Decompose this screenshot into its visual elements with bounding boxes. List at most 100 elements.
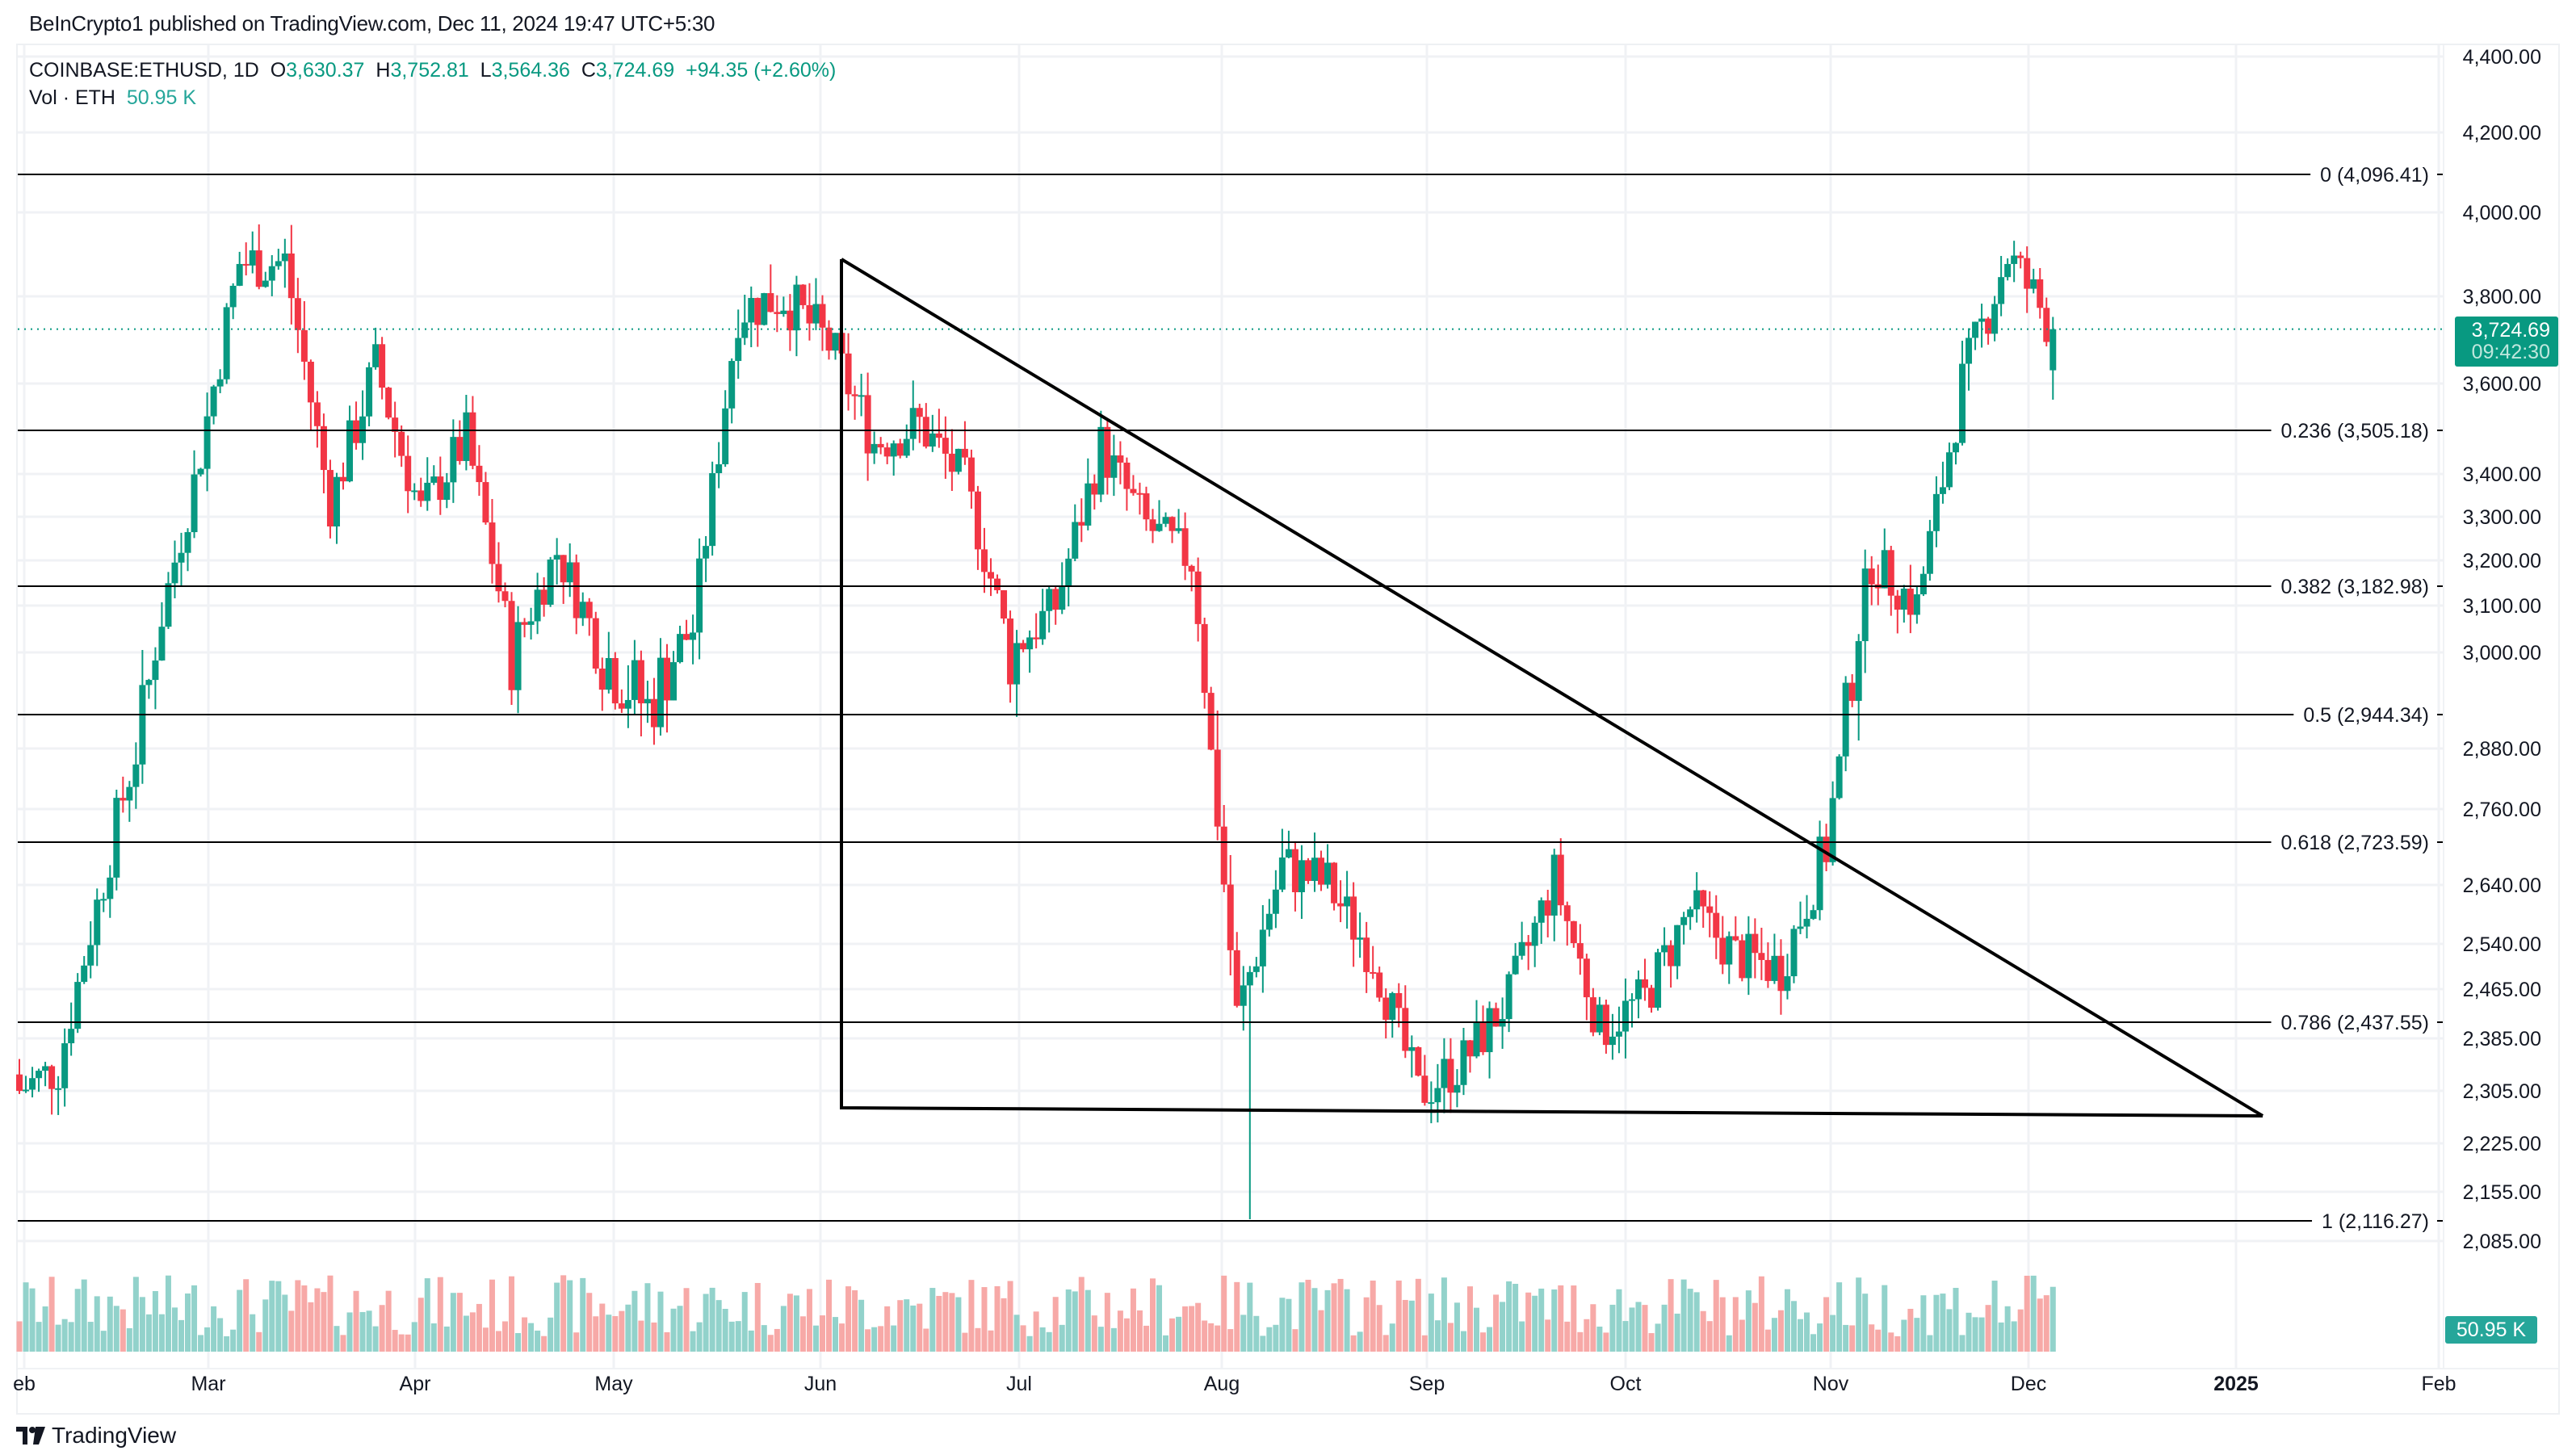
candle-body [637,660,644,704]
candle-body [767,293,774,312]
candle-body [307,361,314,403]
volume-bar [463,1315,469,1352]
candle-body [87,945,94,966]
volume-bar [243,1279,250,1352]
volume-bar [1104,1293,1110,1352]
price-axis-label: 2,640.00 [2463,874,2541,897]
candle-body [1486,1008,1493,1053]
price-axis-label: 4,400.00 [2463,46,2541,69]
volume-bar [1234,1281,1240,1352]
candle-body [287,253,295,299]
candle-body [1764,959,1772,981]
candle-body [922,417,929,447]
volume-bar [1487,1327,1493,1352]
candle-body [300,329,308,362]
volume-bar [171,1307,178,1352]
candle-body [858,395,865,397]
candle-body [29,1078,36,1090]
volume-bar [1616,1289,1622,1352]
volume-bar [1512,1284,1519,1352]
volume-label[interactable]: Vol · ETH [29,86,115,109]
volume-bar [385,1290,392,1352]
volume-bar [1480,1332,1487,1352]
volume-bar [709,1287,715,1352]
volume-bar [1836,1282,1843,1352]
volume-bar [185,1293,191,1352]
volume-bar [405,1334,411,1352]
candle-body [405,455,412,492]
candle-body [216,379,224,387]
volume-bar [1013,1315,1020,1352]
volume-bar [1389,1323,1395,1352]
volume-bar [411,1322,417,1352]
volume-bar [74,1289,81,1352]
symbol-label[interactable]: COINBASE:ETHUSD, 1D [29,59,259,82]
chart-frame [16,44,2560,1415]
candle-body [1252,966,1260,972]
candle-body [1810,910,1817,919]
price-axis-label: 2,465.00 [2463,979,2541,1001]
volume-bar [1577,1331,1584,1352]
candle-body [120,798,127,801]
candle-body [1816,837,1823,911]
volume-bar [748,1330,754,1352]
candle-body [392,417,399,432]
candle-body [670,662,678,701]
candle-body [1525,941,1532,946]
volume-bar [1363,1297,1370,1352]
volume-bar [1959,1335,1966,1352]
volume-bar [1447,1323,1454,1352]
candle-body [929,433,936,447]
candle-body [1739,940,1746,979]
candle-body [424,482,431,501]
volume-bar [308,1302,314,1352]
volume-bar [476,1303,482,1352]
volume-bar [774,1328,780,1352]
candle-body [690,632,697,640]
volume-bar [793,1295,799,1352]
time-axis-label: Jun [803,1373,837,1395]
volume-bar [1843,1324,1849,1352]
volume-bar [424,1278,430,1352]
volume-bar [819,1315,825,1352]
candle-body [456,437,464,461]
candle-body [1615,1031,1622,1037]
volume-bar [191,1285,198,1352]
candle-body [624,699,631,709]
price-axis-label: 2,155.00 [2463,1181,2541,1204]
volume-bar [2049,1286,2056,1352]
candle-body [1887,550,1894,596]
time-axis-label: 2025 [2213,1373,2259,1395]
candle-body [1331,862,1338,904]
volume-bar [1674,1313,1680,1352]
volume-bar [113,1306,120,1352]
candle-body [1304,860,1311,882]
volume-bar [145,1314,152,1352]
candle-body [1285,849,1292,857]
candle-body [1790,929,1798,977]
candle-body [1803,918,1810,927]
candle-body [1544,900,1551,916]
candle-body [780,310,787,314]
volume-bar [1706,1321,1713,1352]
volume-bar [910,1305,917,1352]
candle-body [1907,589,1914,615]
candle-body [1985,318,1992,334]
candle-body [1259,929,1266,967]
candle-body [1110,455,1118,478]
volume-bar [1532,1295,1538,1352]
candle-body [1033,637,1040,639]
volume-bar [606,1315,612,1352]
candle-body [1350,896,1357,940]
candle-body [229,285,237,308]
candle-body [1421,1076,1429,1103]
volume-bar [126,1327,132,1352]
candle-body [664,657,670,701]
candle-body [1881,550,1888,589]
volume-bar [1771,1318,1777,1352]
volume-bar [1065,1289,1072,1352]
volume-bar [619,1310,625,1352]
candle-body [113,798,120,878]
volume-bar [87,1322,94,1352]
